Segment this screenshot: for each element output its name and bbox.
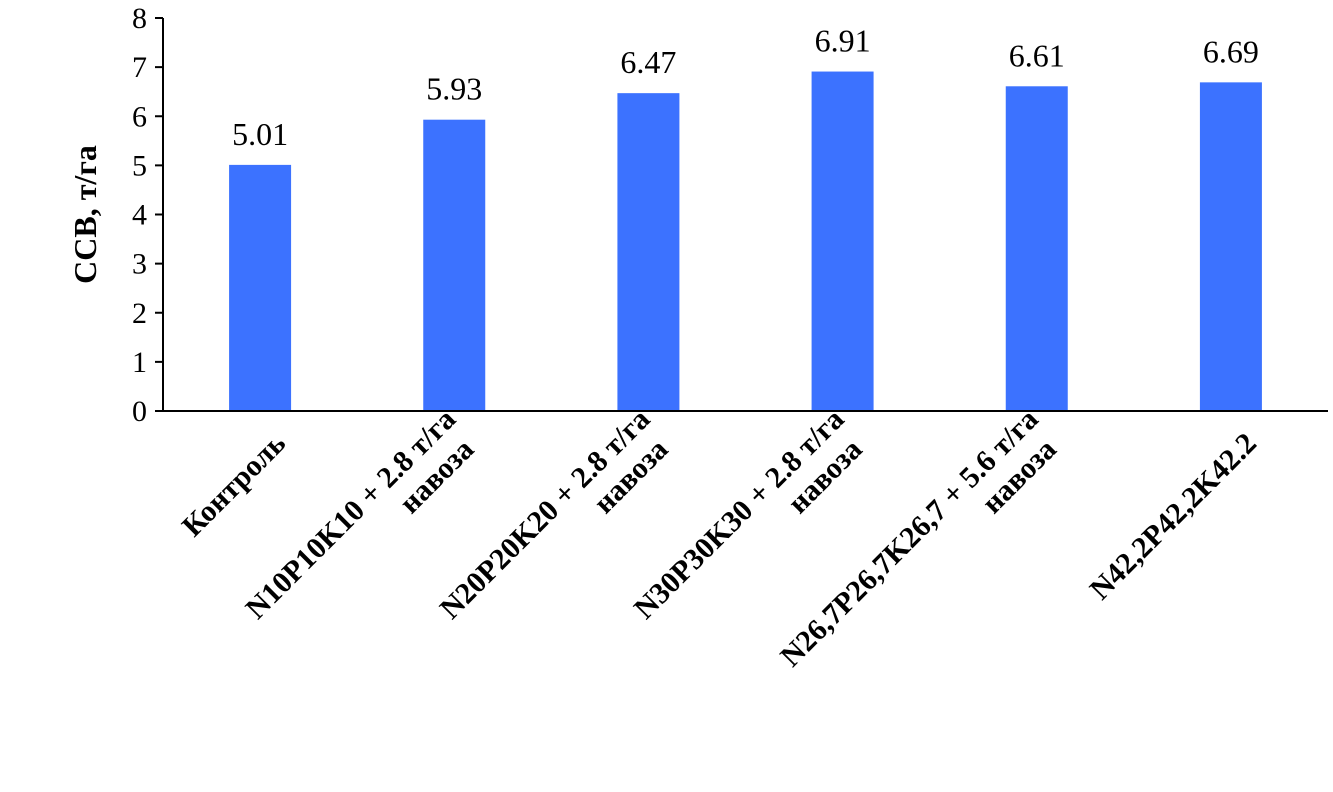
y-tick-label: 8 [132,2,147,35]
data-label: 6.47 [620,44,676,80]
bars [229,71,1262,411]
data-label: 6.91 [815,23,871,59]
data-label: 6.69 [1203,33,1259,69]
bar [1005,86,1068,411]
y-tick-label: 7 [132,51,147,84]
bar [423,119,486,411]
x-tick-label-line: N30P30K30 + 2.8 т/га [628,403,851,626]
y-tick-label: 3 [132,248,147,281]
data-label: 6.61 [1009,37,1065,73]
y-tick-label: 0 [132,395,147,428]
x-tick-label-line: Контроль [176,427,293,544]
y-tick-label: 6 [132,100,147,133]
x-tick-label: Контроль [176,427,293,544]
bar [1199,82,1262,411]
x-tick-label-line: N20P20K20 + 2.8 т/га [434,403,657,626]
bar [229,164,292,411]
data-label: 5.01 [232,116,288,152]
y-tick-label: 4 [132,199,147,232]
bar [811,71,874,411]
data-label: 5.93 [426,71,482,107]
x-tick-label: N42,2P42,2K42.2 [1083,427,1262,606]
data-labels: 5.01 5.93 6.47 6.91 6.61 6.69 [232,23,1259,152]
y-tick-label: 1 [132,346,147,379]
y-tick-label: 2 [132,297,147,330]
bar [617,93,680,411]
y-axis-ticks: 0 1 2 3 4 5 6 7 8 [132,2,163,428]
x-tick-label-line: N42,2P42,2K42.2 [1083,427,1262,606]
y-tick-label: 5 [132,149,147,182]
y-axis-title: ССВ, т/га [67,145,103,284]
